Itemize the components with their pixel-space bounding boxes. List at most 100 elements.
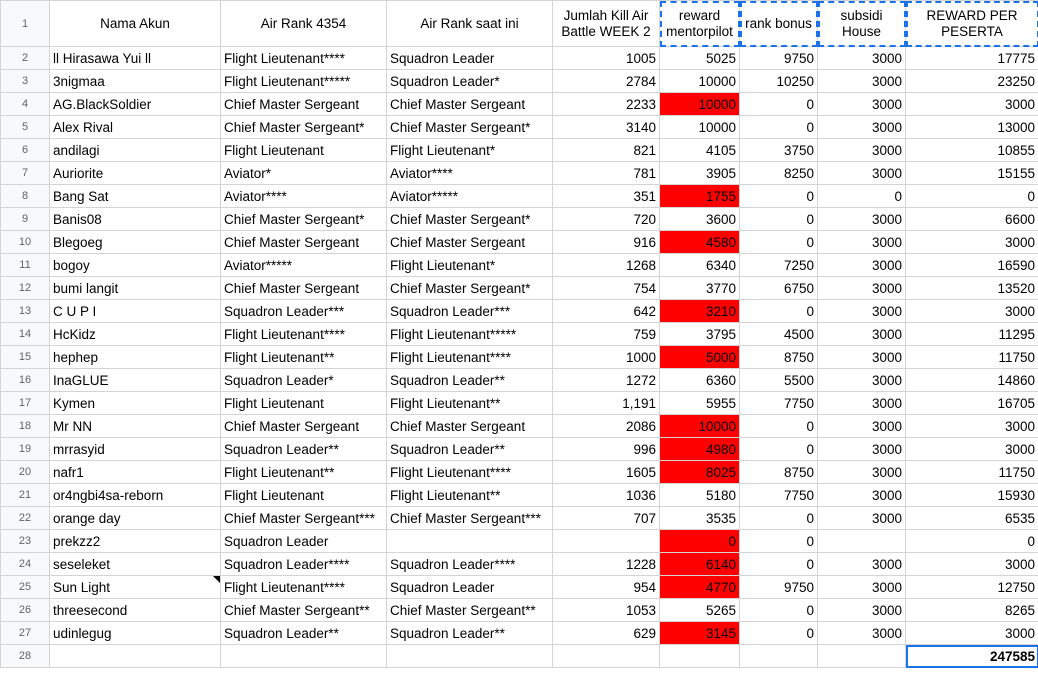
row-number[interactable]: 27 — [0, 621, 50, 645]
empty-cell[interactable] — [659, 644, 740, 668]
cell-air-rank-4354[interactable]: Squadron Leader** — [220, 437, 387, 461]
cell-jumlah-kill[interactable]: 1053 — [552, 598, 660, 622]
row-number[interactable]: 12 — [0, 276, 50, 300]
cell-reward-mentorpilot[interactable]: 5180 — [659, 483, 740, 507]
cell-rank-bonus[interactable]: 0 — [739, 621, 818, 645]
cell-subsidi-house[interactable]: 3000 — [817, 299, 906, 323]
cell-jumlah-kill[interactable]: 1605 — [552, 460, 660, 484]
cell-reward-per-peserta[interactable]: 10855 — [905, 138, 1038, 162]
cell-air-rank-saat-ini[interactable]: Chief Master Sergeant* — [386, 115, 553, 139]
header-reward-mentorpilot[interactable]: reward mentorpilot — [659, 0, 740, 47]
cell-rank-bonus[interactable]: 0 — [739, 506, 818, 530]
cell-reward-mentorpilot[interactable]: 10000 — [659, 69, 740, 93]
cell-reward-per-peserta[interactable]: 11750 — [905, 345, 1038, 369]
cell-air-rank-saat-ini[interactable]: Aviator**** — [386, 161, 553, 185]
cell-air-rank-saat-ini[interactable]: Chief Master Sergeant* — [386, 276, 553, 300]
cell-air-rank-saat-ini[interactable]: Squadron Leader** — [386, 437, 553, 461]
row-number[interactable]: 6 — [0, 138, 50, 162]
cell-nama-akun[interactable]: bumi langit — [49, 276, 221, 300]
cell-air-rank-saat-ini[interactable]: Squadron Leader* — [386, 69, 553, 93]
row-number[interactable]: 23 — [0, 529, 50, 553]
cell-jumlah-kill[interactable]: 954 — [552, 575, 660, 599]
cell-reward-mentorpilot[interactable]: 4105 — [659, 138, 740, 162]
cell-rank-bonus[interactable]: 0 — [739, 115, 818, 139]
cell-reward-mentorpilot[interactable]: 5955 — [659, 391, 740, 415]
cell-nama-akun[interactable]: mrrasyid — [49, 437, 221, 461]
cell-air-rank-4354[interactable]: Chief Master Sergeant — [220, 230, 387, 254]
cell-reward-per-peserta[interactable]: 13000 — [905, 115, 1038, 139]
cell-reward-mentorpilot[interactable]: 3535 — [659, 506, 740, 530]
cell-rank-bonus[interactable]: 0 — [739, 529, 818, 553]
cell-reward-per-peserta[interactable]: 3000 — [905, 230, 1038, 254]
cell-jumlah-kill[interactable]: 781 — [552, 161, 660, 185]
cell-air-rank-saat-ini[interactable]: Flight Lieutenant** — [386, 391, 553, 415]
cell-rank-bonus[interactable]: 3750 — [739, 138, 818, 162]
cell-nama-akun[interactable]: Mr NN — [49, 414, 221, 438]
cell-air-rank-saat-ini[interactable]: Flight Lieutenant**** — [386, 345, 553, 369]
cell-reward-per-peserta[interactable]: 0 — [905, 529, 1038, 553]
row-number[interactable]: 4 — [0, 92, 50, 116]
cell-air-rank-4354[interactable]: Aviator**** — [220, 184, 387, 208]
cell-air-rank-4354[interactable]: Chief Master Sergeant** — [220, 598, 387, 622]
cell-air-rank-saat-ini[interactable]: Squadron Leader** — [386, 621, 553, 645]
cell-reward-per-peserta[interactable]: 3000 — [905, 414, 1038, 438]
cell-air-rank-4354[interactable]: Flight Lieutenant**** — [220, 322, 387, 346]
cell-subsidi-house[interactable]: 3000 — [817, 460, 906, 484]
cell-nama-akun[interactable]: ll Hirasawa Yui ll — [49, 46, 221, 70]
cell-reward-per-peserta[interactable]: 3000 — [905, 299, 1038, 323]
cell-air-rank-4354[interactable]: Squadron Leader** — [220, 621, 387, 645]
row-number[interactable]: 13 — [0, 299, 50, 323]
cell-reward-mentorpilot[interactable]: 10000 — [659, 414, 740, 438]
cell-nama-akun[interactable]: Sun Light — [49, 575, 221, 599]
cell-air-rank-4354[interactable]: Flight Lieutenant** — [220, 460, 387, 484]
cell-rank-bonus[interactable]: 10250 — [739, 69, 818, 93]
row-number[interactable]: 9 — [0, 207, 50, 231]
empty-cell[interactable] — [220, 644, 387, 668]
cell-jumlah-kill[interactable]: 351 — [552, 184, 660, 208]
cell-jumlah-kill[interactable]: 629 — [552, 621, 660, 645]
cell-nama-akun[interactable]: orange day — [49, 506, 221, 530]
cell-subsidi-house[interactable]: 3000 — [817, 138, 906, 162]
cell-reward-mentorpilot[interactable]: 8025 — [659, 460, 740, 484]
row-number[interactable]: 3 — [0, 69, 50, 93]
cell-air-rank-4354[interactable]: Chief Master Sergeant — [220, 92, 387, 116]
cell-subsidi-house[interactable]: 3000 — [817, 46, 906, 70]
cell-reward-mentorpilot[interactable]: 4770 — [659, 575, 740, 599]
empty-cell[interactable] — [552, 644, 660, 668]
empty-cell[interactable] — [739, 644, 818, 668]
cell-air-rank-saat-ini[interactable]: Chief Master Sergeant* — [386, 207, 553, 231]
cell-air-rank-4354[interactable]: Flight Lieutenant**** — [220, 575, 387, 599]
cell-reward-per-peserta[interactable]: 6535 — [905, 506, 1038, 530]
cell-subsidi-house[interactable]: 3000 — [817, 345, 906, 369]
cell-reward-per-peserta[interactable]: 14860 — [905, 368, 1038, 392]
cell-jumlah-kill[interactable]: 996 — [552, 437, 660, 461]
cell-nama-akun[interactable]: threesecond — [49, 598, 221, 622]
cell-jumlah-kill[interactable]: 1,191 — [552, 391, 660, 415]
cell-air-rank-saat-ini[interactable]: Chief Master Sergeant — [386, 92, 553, 116]
cell-nama-akun[interactable]: Auriorite — [49, 161, 221, 185]
cell-reward-mentorpilot[interactable]: 10000 — [659, 115, 740, 139]
cell-reward-per-peserta[interactable]: 3000 — [905, 552, 1038, 576]
cell-subsidi-house[interactable]: 3000 — [817, 230, 906, 254]
row-number[interactable]: 24 — [0, 552, 50, 576]
cell-rank-bonus[interactable]: 0 — [739, 92, 818, 116]
cell-subsidi-house[interactable]: 3000 — [817, 437, 906, 461]
cell-nama-akun[interactable]: Kymen — [49, 391, 221, 415]
cell-reward-mentorpilot[interactable]: 5265 — [659, 598, 740, 622]
cell-nama-akun[interactable]: nafr1 — [49, 460, 221, 484]
row-number[interactable]: 20 — [0, 460, 50, 484]
cell-air-rank-4354[interactable]: Chief Master Sergeant — [220, 414, 387, 438]
cell-air-rank-saat-ini[interactable]: Chief Master Sergeant — [386, 414, 553, 438]
cell-jumlah-kill[interactable]: 821 — [552, 138, 660, 162]
cell-reward-mentorpilot[interactable]: 4580 — [659, 230, 740, 254]
row-number[interactable]: 18 — [0, 414, 50, 438]
cell-air-rank-saat-ini[interactable]: Squadron Leader — [386, 46, 553, 70]
cell-jumlah-kill[interactable]: 759 — [552, 322, 660, 346]
row-number[interactable]: 2 — [0, 46, 50, 70]
row-number[interactable]: 7 — [0, 161, 50, 185]
cell-reward-mentorpilot[interactable]: 6360 — [659, 368, 740, 392]
empty-cell[interactable] — [817, 644, 906, 668]
grand-total-cell[interactable]: 247585 — [905, 644, 1038, 668]
cell-subsidi-house[interactable] — [817, 529, 906, 553]
cell-air-rank-4354[interactable]: Flight Lieutenant***** — [220, 69, 387, 93]
